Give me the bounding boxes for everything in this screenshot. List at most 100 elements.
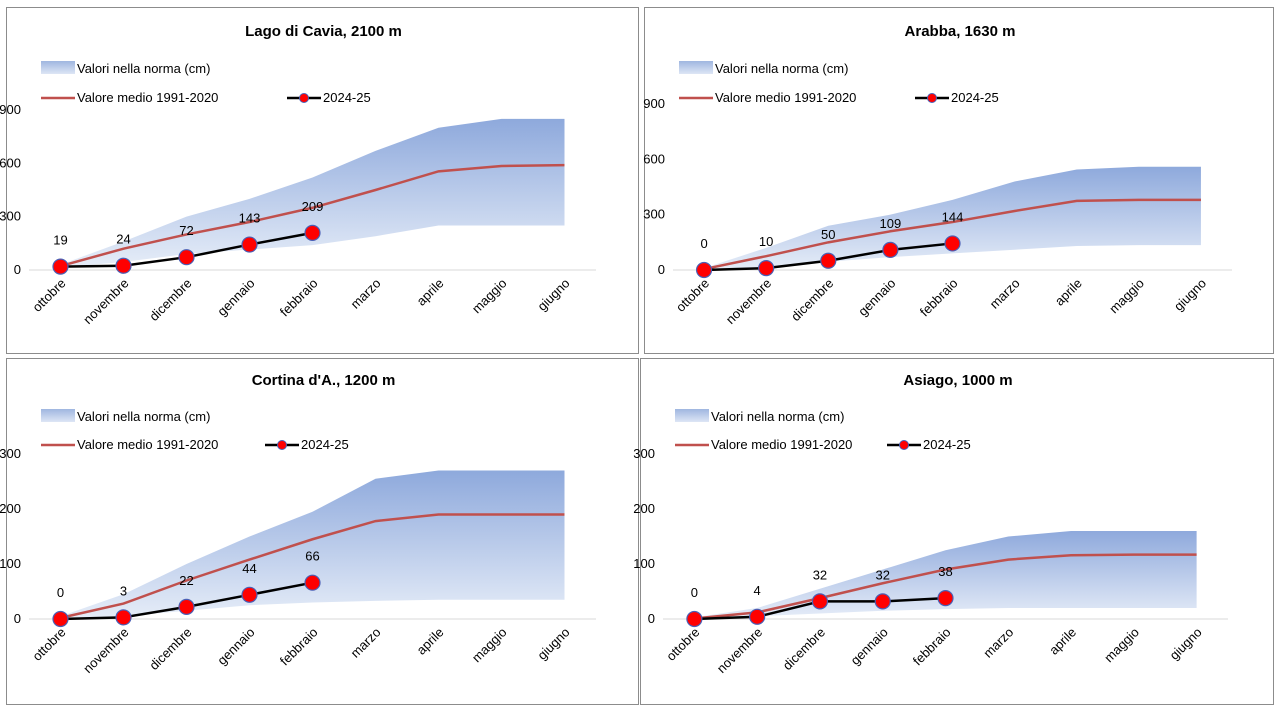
chart-panel-asiago: Asiago, 1000 m Valori nella norma (cm) Val… (633, 358, 1274, 705)
current-season-point (749, 608, 766, 625)
legend-band-swatch (675, 409, 709, 422)
current-season-point (695, 261, 713, 279)
x-tick-label: dicembre (780, 625, 828, 673)
chart-svg: Lago di Cavia, 2100 m Valori nella norma … (0, 23, 596, 327)
x-tick-label: ottobre (673, 276, 712, 315)
x-tick-label: dicembre (788, 276, 836, 324)
data-label: 4 (754, 583, 761, 598)
x-tick-label: maggio (1106, 276, 1147, 317)
current-season-point (52, 258, 69, 275)
current-season-point (115, 257, 132, 274)
normal-range-band (60, 470, 565, 619)
x-tick-label: ottobre (29, 276, 68, 315)
legend-mean-label: Valore medio 1991-2020 (77, 437, 218, 452)
data-label: 10 (759, 234, 773, 249)
current-season-point (686, 610, 703, 628)
current-season-point (241, 236, 258, 253)
data-label: 44 (242, 561, 256, 576)
x-tick-label: dicembre (146, 625, 194, 673)
data-label: 32 (813, 567, 827, 582)
y-tick-label: 600 (0, 155, 21, 170)
chart-title: Cortina d'A., 1200 m (252, 372, 396, 389)
chart-panel-arabba: Arabba, 1630 m Valori nella norma (cm) Val… (643, 7, 1274, 354)
x-tick-label: febbraio (917, 276, 961, 320)
chart-panel-lago-di-cavia: Lago di Cavia, 2100 m Valori nella norma … (0, 7, 639, 354)
x-tick-label: maggio (469, 276, 510, 317)
y-tick-label: 200 (0, 501, 21, 516)
y-tick-label: 0 (14, 262, 21, 277)
x-tick-label: marzo (347, 276, 383, 312)
mean-1991-2020-line (703, 198, 1201, 271)
current-season-point (944, 235, 961, 252)
chart-svg: Cortina d'A., 1200 m Valori nella norma (… (0, 372, 596, 676)
x-tick-label: giugno (534, 625, 572, 663)
data-label: 32 (875, 567, 889, 582)
chart-svg: Arabba, 1630 m Valori nella norma (cm) Val… (643, 23, 1232, 327)
y-tick-label: 300 (0, 209, 21, 224)
data-label: 24 (116, 232, 130, 247)
current-season-point (304, 224, 321, 241)
current-season-point (820, 252, 837, 269)
data-label: 38 (938, 564, 952, 579)
data-label: 19 (53, 233, 67, 248)
x-tick-label: aprile (414, 625, 447, 658)
current-season-point (882, 241, 899, 258)
x-tick-label: aprile (1046, 625, 1079, 658)
x-tick-label: aprile (1052, 276, 1085, 309)
legend-current-label: 2024-25 (323, 90, 371, 105)
data-label: 3 (120, 583, 127, 598)
x-tick-label: febbraio (277, 625, 321, 669)
y-tick-label: 900 (643, 96, 665, 111)
current-season-point (874, 593, 891, 610)
data-label: 144 (942, 209, 964, 224)
chart-title: Arabba, 1630 m (905, 23, 1016, 40)
chart-title: Asiago, 1000 m (903, 372, 1012, 389)
x-tick-label: novembre (723, 276, 774, 327)
x-tick-label: ottobre (29, 625, 68, 664)
x-tick-label: dicembre (146, 276, 194, 324)
data-label: 209 (302, 199, 324, 214)
x-tick-label: maggio (469, 625, 510, 666)
y-tick-label: 300 (643, 207, 665, 222)
legend-band-swatch (41, 409, 75, 422)
current-season-point (304, 574, 321, 591)
y-tick-label: 200 (633, 501, 655, 516)
y-tick-label: 0 (648, 611, 655, 626)
data-label: 72 (179, 223, 193, 238)
x-tick-label: novembre (714, 625, 765, 676)
legend-current-marker (899, 440, 909, 450)
x-tick-label: giugno (1171, 276, 1209, 314)
current-season-point (52, 610, 69, 628)
legend-mean-label: Valore medio 1991-2020 (711, 437, 852, 452)
x-tick-label: febbraio (910, 625, 954, 669)
legend-band-label: Valori nella norma (cm) (711, 409, 844, 424)
x-tick-label: gennaio (214, 276, 257, 319)
normal-range-band (60, 118, 565, 268)
legend-band-label: Valori nella norma (cm) (77, 409, 210, 424)
x-tick-label: gennaio (855, 276, 898, 319)
x-tick-label: aprile (414, 276, 447, 309)
normal-range-band (704, 166, 1201, 270)
current-season-point (758, 260, 775, 277)
current-season-point (178, 249, 195, 266)
x-tick-label: giugno (534, 276, 572, 314)
y-tick-label: 600 (643, 151, 665, 166)
x-tick-label: gennaio (848, 625, 891, 668)
legend-current-label: 2024-25 (923, 437, 971, 452)
legend-band-label: Valori nella norma (cm) (715, 61, 848, 76)
legend-mean-label: Valore medio 1991-2020 (715, 90, 856, 105)
data-label: 109 (880, 216, 902, 231)
y-tick-label: 100 (633, 556, 655, 571)
x-tick-label: marzo (980, 625, 1016, 661)
current-season-point (115, 609, 132, 626)
mean-1991-2020-line (694, 553, 1197, 620)
y-tick-label: 900 (0, 102, 21, 117)
legend-band-swatch (41, 61, 75, 74)
mean-1991-2020-line (60, 513, 565, 620)
chart-title: Lago di Cavia, 2100 m (245, 23, 402, 40)
legend-current-marker (277, 440, 287, 450)
legend-current-label: 2024-25 (301, 437, 349, 452)
legend-current-label: 2024-25 (951, 90, 999, 105)
current-season-point (811, 593, 829, 610)
data-label: 0 (700, 236, 707, 251)
